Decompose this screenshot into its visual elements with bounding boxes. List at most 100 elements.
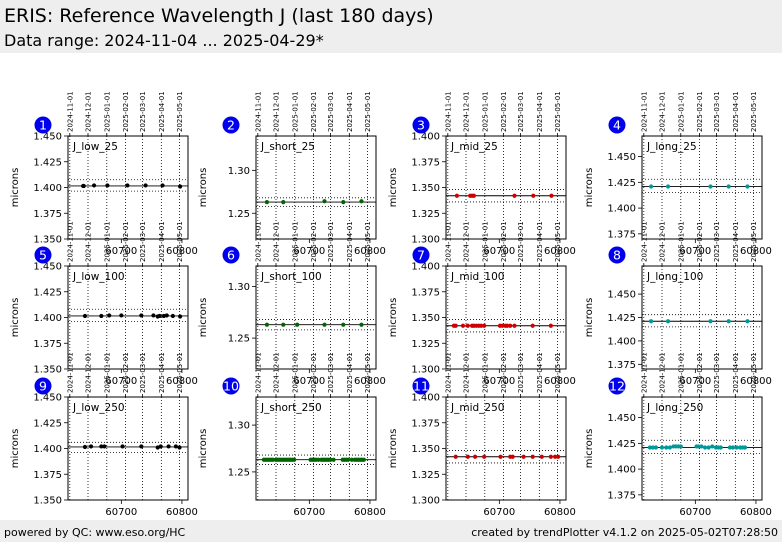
data-point — [454, 193, 460, 198]
data-point — [512, 323, 517, 328]
panel-number-badge — [222, 246, 240, 264]
data-point — [125, 183, 130, 188]
data-point — [264, 199, 270, 205]
x-tick-label: 60800 — [354, 246, 386, 257]
date-tick-label: 2024-11-01 — [640, 352, 648, 393]
date-tick-label: 2025-04-01 — [158, 221, 166, 262]
y-axis-label: microns — [10, 429, 21, 469]
y-tick-label: 1.375 — [33, 209, 62, 220]
data-point — [531, 193, 536, 198]
date-tick-label: 2024-12-01 — [85, 91, 93, 132]
x-tick-label: 60800 — [166, 246, 198, 257]
data-point — [331, 457, 336, 462]
data-point — [99, 313, 104, 319]
x-tick-label: 60700 — [483, 507, 515, 518]
y-tick-label: 1.300 — [411, 235, 440, 246]
panel-number-badge — [222, 116, 240, 134]
y-axis-label: microns — [198, 429, 209, 469]
date-tick-label: 2025-03-01 — [139, 221, 147, 262]
y-tick-label: 1.375 — [607, 490, 636, 501]
date-tick-label: 2025-02-01 — [500, 352, 508, 393]
y-tick-label: 1.425 — [33, 157, 62, 168]
y-axis-label: microns — [388, 168, 399, 208]
date-tick-label: 2025-05-01 — [554, 91, 562, 132]
data-point — [482, 323, 487, 328]
y-tick-label: 1.450 — [33, 132, 62, 143]
page-title: ERIS: Reference Wavelength J (last 180 d… — [4, 5, 434, 27]
data-point — [500, 323, 505, 328]
data-point — [157, 313, 162, 319]
y-tick-label: 1.350 — [33, 496, 62, 507]
date-tick-label: 2025-03-01 — [713, 352, 721, 393]
date-tick-label: 2025-01-01 — [481, 91, 489, 132]
y-tick-label: 1.350 — [411, 313, 440, 324]
date-tick-label: 2025-01-01 — [677, 352, 685, 393]
data-point — [548, 454, 553, 459]
y-tick-label: 1.425 — [33, 418, 62, 429]
panel-number-badge — [608, 116, 626, 134]
y-tick-label: 1.30 — [228, 282, 250, 293]
date-tick-label: 2025-04-01 — [536, 352, 544, 393]
date-tick-label: 2024-11-01 — [66, 91, 74, 132]
data-point — [158, 444, 163, 449]
data-point — [472, 454, 478, 459]
date-tick-label: 2025-05-01 — [364, 352, 372, 393]
y-tick-label: 1.425 — [33, 287, 62, 298]
data-point — [88, 444, 94, 449]
date-tick-label: 2024-12-01 — [463, 352, 471, 393]
data-point — [341, 322, 346, 327]
y-tick-label: 1.300 — [411, 496, 440, 507]
y-tick-label: 1.350 — [33, 235, 62, 246]
y-axis-label: microns — [198, 168, 209, 208]
y-tick-label: 1.450 — [607, 290, 636, 301]
date-tick-label: 2024-11-01 — [444, 91, 452, 132]
data-point — [177, 445, 182, 450]
date-tick-label: 2024-12-01 — [273, 91, 281, 132]
data-point — [328, 457, 333, 462]
date-tick-label: 2025-05-01 — [750, 352, 758, 393]
data-point — [460, 323, 466, 328]
data-point — [471, 193, 476, 198]
date-tick-label: 2025-01-01 — [103, 352, 111, 393]
y-axis-label: microns — [10, 298, 21, 338]
date-tick-label: 2025-01-01 — [677, 91, 685, 132]
data-point — [665, 184, 671, 189]
y-tick-label: 1.425 — [607, 178, 636, 189]
y-tick-label: 1.375 — [411, 418, 440, 429]
data-point — [708, 184, 713, 189]
data-point — [710, 444, 715, 449]
date-tick-label: 2024-11-01 — [640, 221, 648, 262]
plot-frame — [255, 135, 377, 240]
data-point — [678, 444, 683, 449]
date-tick-label: 2025-03-01 — [327, 352, 335, 393]
data-point — [648, 184, 654, 189]
data-point — [359, 322, 364, 327]
panel-number-badge — [412, 246, 430, 264]
data-point — [166, 444, 171, 449]
y-axis-label: microns — [198, 298, 209, 338]
y-axis-label: microns — [584, 429, 595, 469]
x-tick-label: 60800 — [544, 507, 576, 518]
data-point — [170, 313, 175, 319]
date-tick-label: 2025-05-01 — [364, 91, 372, 132]
date-tick-label: 2025-03-01 — [713, 221, 721, 262]
date-tick-label: 2025-05-01 — [176, 221, 184, 262]
x-tick-label: 60700 — [105, 507, 137, 518]
y-tick-label: 1.375 — [33, 470, 62, 481]
y-axis-label: microns — [10, 168, 21, 208]
data-point — [702, 445, 708, 450]
date-tick-label: 2025-03-01 — [517, 221, 525, 262]
y-tick-label: 1.450 — [607, 152, 636, 163]
panel-label: J_short_25 — [260, 141, 315, 153]
data-point — [264, 322, 270, 327]
date-tick-label: 2025-02-01 — [122, 221, 130, 262]
date-tick-label: 2024-11-01 — [444, 352, 452, 393]
date-tick-label: 2025-04-01 — [732, 221, 740, 262]
panel-label: J_mid_100 — [450, 271, 504, 283]
data-point — [556, 454, 561, 459]
date-tick-label: 2025-02-01 — [696, 91, 704, 132]
panel-number: 5 — [39, 248, 47, 263]
y-tick-label: 1.25 — [228, 334, 250, 345]
y-axis-label: microns — [584, 168, 595, 208]
panel-number: 12 — [609, 379, 625, 394]
